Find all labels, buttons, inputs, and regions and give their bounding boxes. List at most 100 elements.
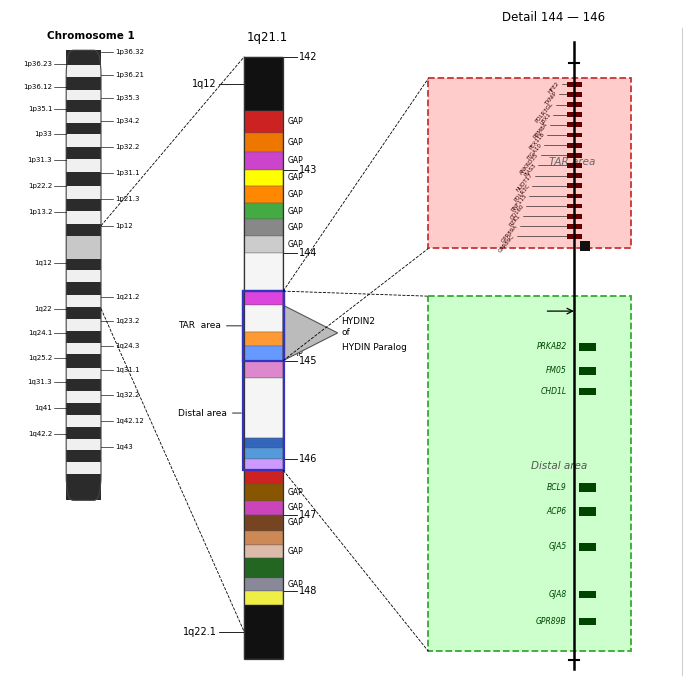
Text: GAP: GAP [288, 190, 304, 199]
Text: RZK1: RZK1 [509, 213, 522, 227]
Text: 1q24.3: 1q24.3 [115, 342, 139, 349]
Text: POLR3GL: POLR3GL [535, 101, 555, 124]
Bar [66, 90, 101, 100]
Text: 1q42.12: 1q42.12 [115, 418, 143, 424]
Bar [66, 380, 101, 391]
Bar [567, 183, 582, 188]
Text: Distal area: Distal area [531, 462, 587, 471]
Text: ACP6: ACP6 [546, 506, 567, 515]
Text: PEX11B: PEX11B [529, 132, 546, 151]
Bar [66, 65, 101, 76]
Text: GAP: GAP [288, 547, 304, 556]
Text: Chromosome 1: Chromosome 1 [46, 31, 135, 41]
Text: 142: 142 [298, 52, 317, 62]
Bar [245, 360, 283, 378]
Text: GAP: GAP [288, 488, 304, 497]
Bar [66, 236, 101, 258]
Bar [245, 56, 283, 111]
FancyBboxPatch shape [428, 79, 631, 249]
Bar [245, 186, 283, 203]
Bar [66, 474, 101, 486]
Bar [243, 291, 284, 470]
Text: 143: 143 [298, 165, 317, 174]
Bar [579, 543, 596, 551]
Bar [245, 291, 283, 305]
Bar [579, 483, 596, 492]
Text: GJA5: GJA5 [548, 542, 567, 551]
Text: ANKRD35: ANKRD35 [519, 152, 540, 176]
Text: GAP: GAP [288, 335, 304, 344]
Text: GJA8: GJA8 [548, 590, 567, 599]
Text: 1p35.3: 1p35.3 [115, 95, 139, 101]
Text: GAP: GAP [288, 579, 304, 588]
Text: GPR89A: GPR89A [501, 223, 519, 243]
Text: 1q12: 1q12 [193, 79, 217, 89]
Bar [66, 319, 101, 331]
Text: 1q21.2: 1q21.2 [115, 294, 139, 300]
Text: HFE2: HFE2 [548, 81, 561, 95]
Bar [579, 618, 596, 625]
Text: 1q24.1: 1q24.1 [28, 330, 52, 336]
Bar [245, 332, 283, 347]
Text: 1p36.21: 1p36.21 [115, 72, 144, 79]
Bar [567, 102, 582, 107]
Text: GAP: GAP [288, 117, 304, 126]
Text: TXNIP: TXNIP [544, 91, 558, 107]
Bar [66, 462, 101, 474]
Text: 1q41: 1q41 [35, 405, 52, 411]
Text: 1q21.1: 1q21.1 [247, 31, 288, 44]
Text: POLR3C: POLR3C [514, 183, 531, 202]
Text: GAP: GAP [288, 173, 304, 182]
Text: Distal area: Distal area [178, 409, 242, 418]
Text: GAP: GAP [288, 349, 304, 358]
Bar [567, 112, 582, 117]
Text: 145: 145 [298, 356, 317, 366]
Title: Detail 144 — 146: Detail 144 — 146 [502, 10, 604, 23]
Text: ITGA10: ITGA10 [526, 142, 543, 161]
Bar [245, 470, 283, 484]
Text: 1q22: 1q22 [35, 306, 52, 311]
Bar [66, 258, 101, 270]
Bar [66, 282, 101, 296]
Text: 1p36.23: 1p36.23 [23, 61, 52, 67]
Text: HYDIN2: HYDIN2 [342, 318, 376, 327]
Bar [66, 270, 101, 282]
Text: GAP: GAP [288, 503, 304, 512]
Text: RBM8A: RBM8A [533, 122, 548, 140]
Bar [567, 92, 582, 96]
Text: GAP: GAP [288, 138, 304, 147]
Text: PIAS3: PIAS3 [523, 162, 537, 178]
Bar [245, 111, 283, 133]
Bar [66, 198, 101, 211]
Bar [66, 211, 101, 224]
Bar [66, 368, 101, 380]
Bar [245, 347, 283, 360]
Text: GPR89C: GPR89C [498, 234, 516, 254]
Text: of: of [342, 329, 350, 338]
Bar [567, 204, 582, 209]
Text: CHD1L: CHD1L [541, 387, 567, 396]
Text: 1p12: 1p12 [115, 223, 133, 229]
Text: FM05: FM05 [546, 367, 567, 376]
Bar [567, 163, 582, 168]
Text: 1p22.2: 1p22.2 [28, 183, 52, 189]
Bar [567, 173, 582, 178]
Text: 146: 146 [298, 454, 317, 464]
Text: 1q23.2: 1q23.2 [115, 318, 139, 324]
Bar [66, 172, 101, 185]
Bar [245, 590, 283, 605]
Text: 1q43: 1q43 [115, 444, 133, 450]
Text: TAR  area: TAR area [178, 321, 242, 330]
Text: 1p21.3: 1p21.3 [115, 196, 139, 202]
Bar [66, 439, 101, 451]
Bar [579, 343, 596, 351]
Bar [66, 391, 101, 403]
Bar [245, 484, 283, 501]
Bar [567, 194, 582, 198]
Bar [245, 253, 283, 291]
Bar [567, 234, 582, 239]
Bar [245, 577, 283, 590]
Bar [66, 426, 101, 439]
Text: 1p32.2: 1p32.2 [115, 144, 139, 150]
Text: NUDT17: NUDT17 [516, 172, 534, 193]
